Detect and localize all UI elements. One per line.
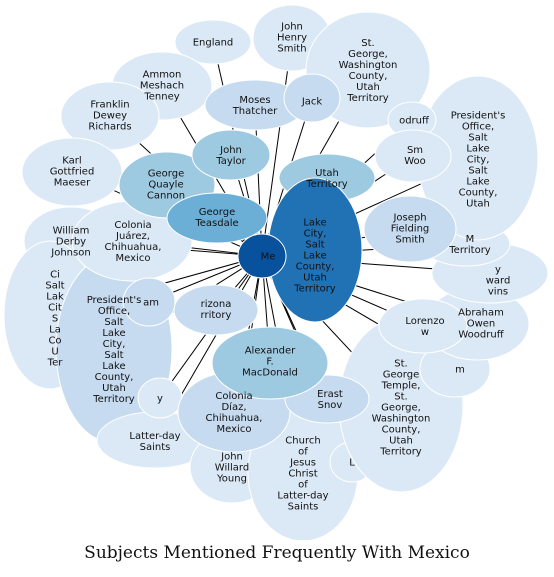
label-ammon-tenney: Ammon Meshach Tenney (140, 70, 184, 103)
label-george-cannon: George Quayle Cannon (147, 169, 185, 202)
node-mexico[interactable] (237, 233, 287, 279)
label-edward-ivins: y ward vins (486, 265, 511, 298)
label-moses-thatcher: Moses Thatcher (232, 95, 278, 117)
label-l-fragment: L (349, 458, 355, 469)
label-salt-lake-city: Lake City, Salt Lake County, Utah Territory (293, 218, 336, 295)
label-st-george-temple: St. George Temple, St. George, Washington Coun… (372, 359, 431, 458)
label-george-teasdale: George Teasdale (194, 207, 238, 229)
label-karl-maeser: Karl Gottfried Maeser (50, 156, 95, 189)
node-karl-maeser[interactable] (21, 137, 123, 207)
node-john-taylor[interactable] (191, 129, 271, 181)
label-john-henry-smith: John Henry Smith (277, 22, 307, 55)
node-smith-woodruff[interactable] (374, 129, 452, 183)
nodes (3, 4, 549, 540)
label-alexander-macdonald: Alexander F. MacDonald (242, 346, 298, 379)
label-utah-territory: Utah Territory (305, 168, 348, 190)
node-labels: England John Henry Smith Ammon Meshach Tenney F… (45, 22, 510, 513)
node-alexander-macdonald[interactable] (211, 326, 329, 400)
node-abraham[interactable] (122, 277, 176, 327)
label-woodruff-top: odruff (399, 116, 430, 127)
node-england[interactable] (174, 19, 252, 65)
network-diagram: England John Henry Smith Ammon Meshach Tenney F… (3, 4, 549, 540)
label-m-territory: M Territory (448, 234, 491, 256)
label-abraham-woodruff: Abraham Owen Woodruff (458, 308, 505, 341)
label-abraham: am (143, 298, 159, 309)
label-england: England (193, 38, 234, 49)
label-erastus-snow: Erast Snov (317, 389, 343, 411)
label-jackson: Jack (301, 97, 323, 108)
label-colonia-juarez: Colonia Juárez, Chihuahua, Mexico (105, 220, 162, 264)
label-presidents-office-left: President's Office, Salt Lake City, Salt Lake C… (87, 295, 142, 405)
label-joseph-f-smith: Joseph Fielding Smith (391, 213, 430, 246)
label-lorenzo-snow: Lorenzo w (405, 316, 444, 338)
node-george-teasdale[interactable] (166, 192, 268, 244)
label-mexico: Me (261, 252, 276, 263)
label-smith-woodruff: Sm Woo (404, 145, 426, 167)
label-m-right: m (455, 365, 465, 376)
label-salt-lake-left: Ci Salt Lak Cit S La Co U Ter (45, 270, 64, 369)
diagram-caption: Subjects Mentioned Frequently With Mexic… (84, 543, 470, 563)
label-john-taylor: John Taylor (215, 145, 246, 167)
node-jackson[interactable] (283, 73, 341, 123)
label-franklin-richards: Franklin Dewey Richards (88, 100, 131, 133)
label-arizona-territory: rizona rritory (201, 299, 232, 321)
label-latter-day-saints-left: Latter-day Saints (129, 431, 180, 453)
node-joseph-f-smith[interactable] (363, 195, 457, 263)
label-john-willard-young: John Willard Young (215, 452, 249, 485)
label-presidents-office-right: President's Office, Salt Lake City, Salt Lake C… (451, 111, 506, 210)
node-lorenzo-snow[interactable] (378, 298, 468, 354)
label-y-fragment: y (157, 394, 163, 405)
label-st-george-utah: St. George, Washington County, Utah Territory (339, 38, 398, 104)
label-william-johnson: William Derby Johnson (50, 226, 90, 259)
label-church-jesus-christ: Church of Jesus Christ of Latter-day Saints (277, 436, 328, 513)
label-colonia-diaz: Colonia Díaz, Chihuahua, Mexico (206, 391, 263, 435)
